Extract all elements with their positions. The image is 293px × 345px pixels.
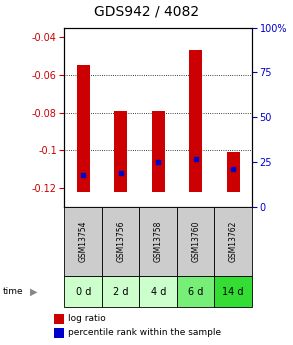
Bar bbox=[77, 65, 90, 192]
Bar bbox=[214, 207, 252, 276]
Text: 4 d: 4 d bbox=[151, 287, 166, 296]
Bar bbox=[177, 207, 214, 276]
Text: GSM13758: GSM13758 bbox=[154, 221, 163, 262]
Bar bbox=[114, 111, 127, 192]
Bar bbox=[177, 276, 214, 307]
Text: GSM13754: GSM13754 bbox=[79, 221, 88, 262]
Text: 14 d: 14 d bbox=[222, 287, 244, 296]
Text: GSM13760: GSM13760 bbox=[191, 221, 200, 262]
Bar bbox=[139, 207, 177, 276]
Bar bbox=[102, 207, 139, 276]
Bar bbox=[189, 50, 202, 192]
Text: 0 d: 0 d bbox=[76, 287, 91, 296]
Bar bbox=[227, 152, 240, 192]
Bar bbox=[102, 276, 139, 307]
Bar bbox=[54, 328, 64, 338]
Text: GSM13756: GSM13756 bbox=[116, 221, 125, 262]
Bar bbox=[64, 207, 102, 276]
Text: GDS942 / 4082: GDS942 / 4082 bbox=[94, 5, 199, 19]
Text: ▶: ▶ bbox=[30, 287, 38, 296]
Bar bbox=[152, 111, 165, 192]
Bar bbox=[139, 276, 177, 307]
Text: time: time bbox=[3, 287, 23, 296]
Text: 2 d: 2 d bbox=[113, 287, 128, 296]
Bar bbox=[54, 314, 64, 324]
Text: 6 d: 6 d bbox=[188, 287, 203, 296]
Text: percentile rank within the sample: percentile rank within the sample bbox=[68, 328, 221, 337]
Text: log ratio: log ratio bbox=[68, 314, 106, 323]
Bar bbox=[64, 276, 102, 307]
Bar bbox=[214, 276, 252, 307]
Text: GSM13762: GSM13762 bbox=[229, 221, 238, 262]
